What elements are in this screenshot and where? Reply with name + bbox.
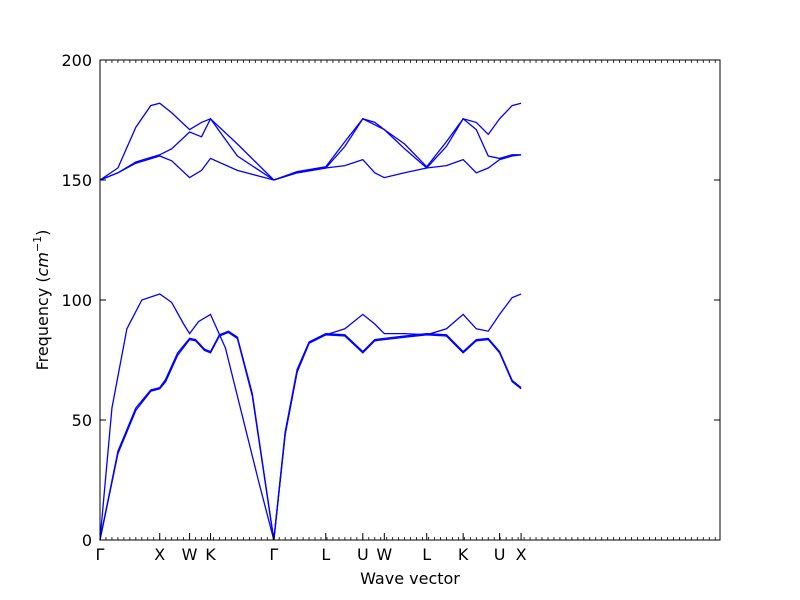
kpoint-label-8: W xyxy=(376,545,392,564)
kpoint-label-10: K xyxy=(458,545,469,564)
kpoint-label-2: X xyxy=(154,545,165,564)
band-line-3 xyxy=(99,293,522,541)
y-tick-label: 0 xyxy=(82,531,92,550)
kpoint-label-7: U xyxy=(357,545,369,564)
band-line-4 xyxy=(99,154,522,181)
y-axis-label: Frequency (cm−1) xyxy=(31,230,52,371)
y-tick-label: 100 xyxy=(61,291,92,310)
kpoint-label-3: W xyxy=(182,545,198,564)
band-line-6 xyxy=(99,102,522,181)
plot-frame xyxy=(99,59,721,541)
y-tick-label: 50 xyxy=(72,411,92,430)
kpoint-label-12: X xyxy=(516,545,527,564)
kpoint-label-9: L xyxy=(422,545,431,564)
x-axis-label: Wave vector xyxy=(360,569,460,588)
band-lines xyxy=(99,102,522,541)
y-axis-ticks: 0 50 100 150 200 xyxy=(61,51,720,550)
kpoint-label-1: Γ xyxy=(96,545,105,564)
y-tick-label: 150 xyxy=(61,171,92,190)
y-tick-label: 200 xyxy=(61,51,92,70)
kpoint-label-6: L xyxy=(321,545,330,564)
kpoint-label-5: Γ xyxy=(269,545,278,564)
band-line-5 xyxy=(99,117,522,181)
kpoint-label-11: U xyxy=(494,545,506,564)
kpoint-label-4: K xyxy=(205,545,216,564)
